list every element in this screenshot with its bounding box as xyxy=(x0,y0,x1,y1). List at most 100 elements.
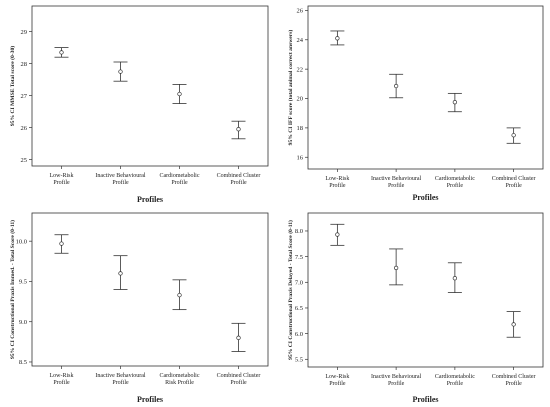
x-category-label: Cardiometabolic Risk Profile xyxy=(160,373,200,386)
x-category-label-line: Profile xyxy=(447,380,464,387)
x-category-label-line: Cardiometabolic xyxy=(160,173,200,179)
mean-point xyxy=(335,232,340,237)
x-category-label-line: Profile xyxy=(505,380,522,387)
plot-frame xyxy=(31,212,269,367)
x-category-label-line: Profile xyxy=(388,380,405,387)
x-category-label: Cardiometabolic Profile xyxy=(435,374,475,387)
x-axis-title: Profiles xyxy=(137,195,163,204)
x-category-label-line: Profile xyxy=(388,182,405,189)
y-axis-title: 95% CI Constructional Praxis Delayed - T… xyxy=(287,220,294,360)
mean-point xyxy=(59,241,64,246)
mean-point xyxy=(236,127,241,132)
y-tick-label: 18 xyxy=(297,125,304,132)
x-category-label-line: Profile xyxy=(230,179,247,186)
x-category-label-line: Cardiometabolic xyxy=(435,374,475,380)
plot-frame xyxy=(31,5,269,167)
x-category-label: Low-Risk Profile xyxy=(50,173,74,186)
y-tick-label: 22 xyxy=(297,66,304,73)
x-category-label-line: Inactive Behavioural xyxy=(371,176,421,182)
y-axis-title: 95% CI IFF score (total animal correct a… xyxy=(287,30,294,146)
x-category-label: Cardiometabolic Profile xyxy=(435,176,475,189)
x-axis-title: Profiles xyxy=(137,395,163,404)
mean-point xyxy=(393,265,399,271)
x-category-label-line: Low-Risk xyxy=(50,173,74,179)
plot-frame xyxy=(307,5,544,170)
y-tick-label: 7.5 xyxy=(295,254,303,261)
x-category-label-line: Profile xyxy=(329,182,346,189)
x-category-label-line: Profile xyxy=(53,179,70,186)
mean-point xyxy=(177,91,182,97)
x-category-label: Inactive Behavioural Profile xyxy=(371,374,421,387)
mean-point xyxy=(452,276,458,281)
x-category-label-line: Low-Risk xyxy=(325,176,349,182)
x-category-label: Inactive Behavioural Profile xyxy=(371,176,421,189)
y-tick-label: 16 xyxy=(297,154,304,161)
x-category-label-line: Cardiometabolic xyxy=(160,373,200,379)
mean-point xyxy=(511,133,516,138)
y-tick-label: 24 xyxy=(297,37,304,44)
x-category-label: Cardiometabolic Profile xyxy=(160,173,200,186)
plot-frame xyxy=(307,212,544,368)
x-category-label-line: Profile xyxy=(329,380,346,387)
y-tick-label: 5.5 xyxy=(295,357,303,364)
x-category-label-line: Inactive Behavioural xyxy=(371,374,421,380)
x-category-label: Low-Risk Profile xyxy=(325,374,349,387)
mean-point xyxy=(511,322,516,327)
x-category-label: Inactive Behavioural Profile xyxy=(95,373,145,386)
y-tick-label: 28 xyxy=(21,61,28,68)
mean-point xyxy=(118,271,123,276)
y-axis-title: 95% CI MMSE Total score (0-30) xyxy=(9,46,16,126)
y-tick-label: 6.5 xyxy=(295,305,303,312)
x-category-label-line: Profile xyxy=(505,182,522,189)
x-category-label-line: Profile xyxy=(112,379,129,386)
y-tick-label: 25 xyxy=(21,157,28,164)
mean-point xyxy=(59,50,64,55)
x-category-label: Inactive Behavioural Profile xyxy=(95,173,145,186)
mean-point xyxy=(177,292,182,298)
x-category-label-line: Profile xyxy=(171,179,188,186)
y-tick-label: 20 xyxy=(297,96,304,103)
x-category-label: Low-Risk Profile xyxy=(50,373,74,386)
y-tick-label: 29 xyxy=(21,29,28,36)
x-axis-title: Profiles xyxy=(412,193,438,202)
x-axis-title: Profiles xyxy=(412,395,438,404)
x-category-label-line: Cardiometabolic xyxy=(435,176,475,182)
x-category-label: Combined Cluster Profile xyxy=(217,173,261,186)
mean-point xyxy=(236,335,241,340)
x-category-label-line: Combined Cluster xyxy=(217,373,261,379)
mean-point xyxy=(393,83,399,89)
y-tick-label: 26 xyxy=(21,125,28,132)
x-category-label: Low-Risk Profile xyxy=(325,176,349,189)
x-category-label-line: Combined Cluster xyxy=(492,374,536,380)
y-tick-label: 26 xyxy=(297,8,304,15)
x-category-label-line: Profile xyxy=(53,379,70,386)
x-category-label-line: Inactive Behavioural xyxy=(95,173,145,179)
x-category-label-line: Combined Cluster xyxy=(492,176,536,182)
y-tick-label: 8.5 xyxy=(19,359,27,366)
y-tick-label: 7.0 xyxy=(295,280,303,287)
x-category-label-line: Profile xyxy=(112,179,129,186)
mean-point xyxy=(118,69,123,74)
mean-point xyxy=(452,100,458,105)
x-category-label-line: Inactive Behavioural xyxy=(95,373,145,379)
y-tick-label: 27 xyxy=(21,93,28,100)
x-category-label-line: Risk Profile xyxy=(165,379,194,386)
y-tick-label: 10.0 xyxy=(16,238,27,245)
x-category-label-line: Low-Risk xyxy=(325,374,349,380)
y-tick-label: 6.0 xyxy=(295,331,303,338)
mean-point xyxy=(335,36,340,41)
x-category-label-line: Combined Cluster xyxy=(217,173,261,179)
x-category-label-line: Profile xyxy=(230,379,247,386)
y-tick-label: 9.0 xyxy=(19,319,27,326)
y-axis-title: 95% CI Constructional Praxis Immed. - To… xyxy=(9,220,16,359)
x-category-label-line: Low-Risk xyxy=(50,373,74,379)
x-category-label: Combined Cluster Profile xyxy=(492,374,536,387)
y-tick-label: 8.0 xyxy=(295,228,303,235)
x-category-label: Combined Cluster Profile xyxy=(492,176,536,189)
y-tick-label: 9.5 xyxy=(19,279,27,286)
x-category-label-line: Profile xyxy=(447,182,464,189)
